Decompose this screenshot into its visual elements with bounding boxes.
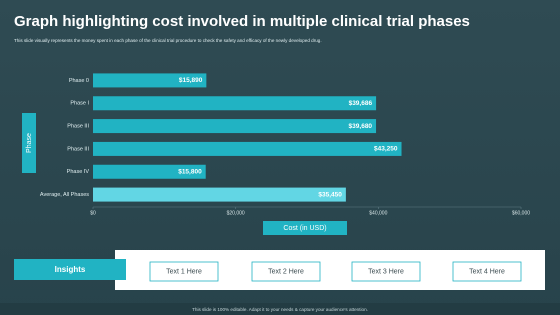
- value-label: $35,450: [318, 191, 342, 198]
- insight-text: Text 3 Here: [368, 268, 404, 275]
- x-label-box: [263, 221, 347, 235]
- footer-bar: [0, 303, 560, 315]
- value-label: $15,890: [179, 77, 203, 84]
- bar: [93, 96, 377, 111]
- insight-text: Text 2 Here: [268, 268, 304, 275]
- value-label: $43,250: [374, 146, 398, 153]
- y-tick-label: Phase III: [67, 146, 89, 152]
- y-tick-label: Average, All Phases: [40, 192, 89, 198]
- x-tick-label: $60,000: [512, 210, 530, 216]
- value-label: $39,680: [349, 123, 373, 130]
- value-label: $15,800: [178, 168, 202, 175]
- chart-title: Graph highlighting cost involved in mult…: [14, 13, 470, 30]
- insight-box: [251, 261, 321, 282]
- insight-text: Text 1 Here: [166, 268, 202, 275]
- x-tick-label: $0: [90, 210, 96, 216]
- insights-title-box: [14, 259, 126, 280]
- insight-text: Text 4 Here: [469, 268, 505, 275]
- bar: [93, 187, 346, 202]
- y-tick-label: Phase 0: [69, 78, 89, 84]
- insight-box: [351, 261, 421, 282]
- value-label: $39,686: [349, 100, 373, 107]
- footer-text: This slide is 100% editable. Adapt it to…: [192, 307, 368, 312]
- x-tick-label: $40,000: [369, 210, 387, 216]
- chart-subtitle: This slide visually represents the money…: [14, 38, 322, 43]
- bar: [93, 73, 207, 88]
- y-tick-label: Phase III: [67, 124, 89, 130]
- y-tick-label: Phase IV: [67, 169, 90, 175]
- insight-box: [149, 261, 219, 282]
- x-tick-label: $20,000: [227, 210, 245, 216]
- y-tick-label: Phase I: [70, 101, 89, 107]
- y-axis-label: Phase: [26, 133, 33, 153]
- bar: [93, 141, 402, 156]
- bar: [93, 119, 377, 134]
- insights-title: Insights: [55, 265, 86, 274]
- y-label-box: [22, 113, 36, 173]
- x-axis-label: Cost (in USD): [283, 225, 326, 232]
- bar: [93, 164, 206, 179]
- insight-box: [452, 261, 522, 282]
